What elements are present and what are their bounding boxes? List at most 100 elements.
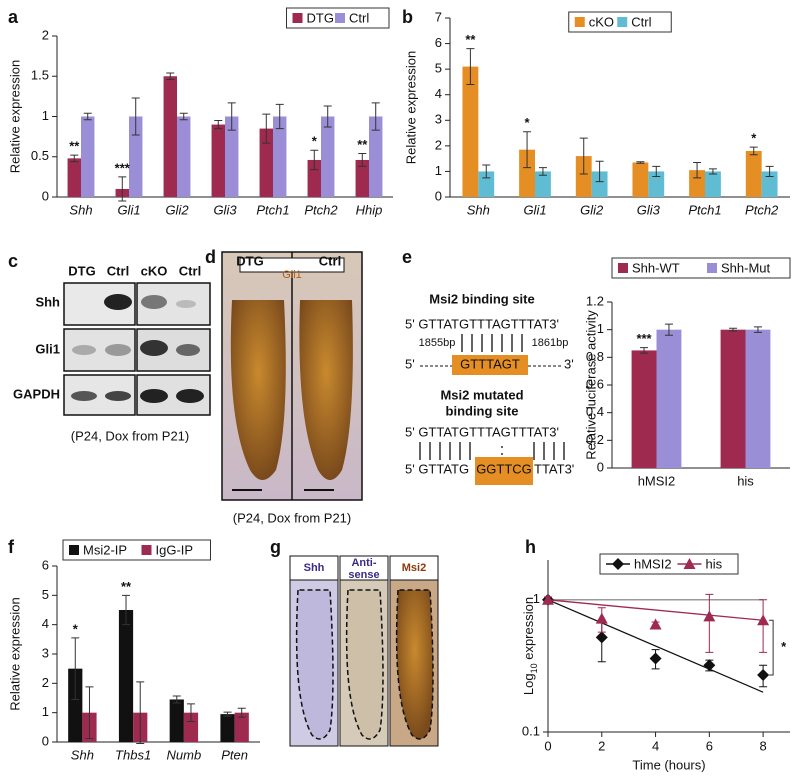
y-tick-label: 0	[597, 459, 604, 474]
legend-swatch	[335, 13, 345, 23]
bar	[705, 171, 721, 197]
point	[595, 631, 608, 644]
y-tick-label: 0.4	[586, 404, 604, 419]
error-bar	[579, 137, 588, 175]
bar	[591, 171, 608, 197]
fit-line	[547, 599, 764, 693]
panel-letter: d	[205, 247, 216, 267]
blot	[63, 282, 211, 416]
legend-label: Shh-WT	[632, 260, 680, 275]
error-bar	[640, 347, 649, 354]
y-axis-label: Relative expression	[7, 60, 22, 173]
error-bar	[371, 102, 380, 131]
y-tick-label: 0.8	[586, 349, 604, 364]
error-bar	[275, 103, 284, 130]
y-tick-label: 1	[42, 108, 49, 123]
y-tick-label: 1	[435, 163, 442, 178]
significance: **	[465, 32, 476, 47]
diagram-title: Msi2 binding site	[429, 291, 534, 306]
y-tick-label: 4	[435, 86, 442, 101]
error-bar	[323, 105, 332, 128]
caption: (P24, Dox from P21)	[233, 510, 352, 525]
legend-box	[611, 257, 791, 279]
bar	[575, 156, 592, 197]
bar	[648, 171, 665, 197]
panel-c: c DTG Ctrl cKO Ctrl Shh Gli1 GAPDH (P24	[8, 251, 211, 443]
y-axis-label: Relative luciferase activity	[583, 310, 598, 460]
panel-letter: g	[270, 537, 281, 557]
y-tick-label: 0.6	[586, 376, 604, 391]
column-label: sense	[348, 569, 379, 581]
error-bar	[538, 167, 547, 176]
bar	[183, 712, 199, 742]
y-tick-label: 3	[435, 112, 442, 127]
y-tick-label: 6	[435, 35, 442, 50]
error-bar	[227, 102, 236, 131]
error-bar	[482, 164, 491, 179]
legend-box	[62, 539, 211, 561]
bar	[129, 116, 143, 197]
y-tick-label: 4	[42, 616, 49, 631]
point	[703, 610, 716, 622]
error-bar	[636, 161, 645, 164]
significance: ***	[115, 160, 131, 175]
error-bar	[131, 97, 140, 136]
x-axis-label: Time (hours)	[632, 757, 705, 772]
column-label: Shh	[304, 562, 325, 574]
legend-label: Msi2-IP	[83, 542, 127, 557]
legend-swatch	[69, 545, 79, 555]
point	[542, 593, 554, 605]
significance: **	[357, 137, 368, 152]
bar	[220, 714, 235, 742]
error-bar	[705, 593, 714, 653]
error-bar	[166, 72, 175, 80]
point	[757, 668, 770, 681]
error-bar	[765, 165, 774, 178]
error-bar	[179, 112, 188, 121]
x-tick-label: Gli2	[165, 202, 189, 217]
bar	[745, 150, 762, 197]
x-tick-label: Gli1	[523, 202, 546, 217]
panel-d: d DTG Ctrl Gli1 (P24, Dox from P21)	[205, 247, 363, 525]
legend-swatch	[574, 17, 585, 27]
legend-swatch	[707, 263, 717, 273]
sequence: 5' GTTATGTTTAGTTTAT3'	[405, 316, 559, 331]
y-axis-label-part: 10	[529, 663, 539, 673]
y-tick-label: 1.2	[586, 293, 604, 308]
y-tick-label: 3	[42, 645, 49, 660]
significance: **	[69, 139, 80, 154]
legend-marker	[612, 558, 624, 570]
x-tick-label: Gli3	[637, 202, 661, 217]
row-label: Shh	[35, 294, 60, 309]
error-bar	[136, 681, 145, 744]
x-tick-label: Gli3	[213, 202, 237, 217]
legend-swatch	[617, 17, 628, 27]
bar	[369, 116, 383, 197]
y-tick-label: 7	[435, 9, 442, 24]
error-bar	[652, 165, 661, 178]
y-axis-label-part: Log	[521, 673, 536, 695]
sequence-core: GGTTCG	[476, 461, 532, 476]
x-tick-label: Hhip	[356, 202, 383, 217]
legend-swatch	[141, 545, 152, 555]
lane-label: cKO	[141, 263, 168, 278]
bar	[177, 116, 191, 197]
legend-label: Shh-Mut	[721, 260, 771, 275]
significance: *	[73, 621, 79, 636]
significance-bracket	[769, 619, 774, 676]
error-bar	[664, 323, 673, 336]
bar	[169, 699, 184, 742]
error-bar	[759, 599, 768, 653]
panel-g: g Shh Anti- sense Msi2	[270, 537, 439, 747]
error-bar	[466, 48, 475, 85]
error-bar	[262, 113, 271, 144]
legend-label: cKO	[589, 14, 614, 29]
y-tick-label: 2	[42, 27, 49, 42]
error-bar	[122, 594, 131, 626]
panel-letter: a	[8, 7, 19, 27]
bar	[761, 171, 778, 197]
error-bar	[310, 149, 319, 171]
panel-letter: e	[402, 247, 412, 267]
y-tick-label: 5	[435, 61, 442, 76]
